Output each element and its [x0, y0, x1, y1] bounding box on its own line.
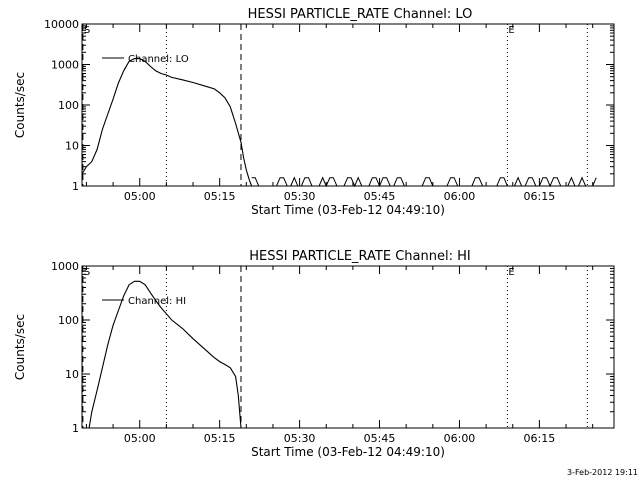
y-tick-label: 100 — [58, 314, 79, 327]
series-line — [81, 58, 253, 187]
series-line — [88, 280, 242, 429]
y-tick-label: 10 — [65, 368, 79, 381]
y-tick-label: 1000 — [51, 59, 79, 72]
x-tick-label: 06:15 — [524, 432, 556, 445]
time-marker-label: E — [508, 267, 514, 278]
y-tick-label: 10 — [65, 140, 79, 153]
x-axis-label: Start Time (03-Feb-12 04:49:10) — [251, 445, 445, 459]
x-axis-label: Start Time (03-Feb-12 04:49:10) — [251, 203, 445, 217]
x-tick-label: 05:00 — [124, 432, 156, 445]
y-tick-label: 10000 — [44, 18, 79, 31]
x-tick-label: 05:15 — [204, 432, 236, 445]
y-tick-label: 1 — [72, 180, 79, 193]
chart-panel-hi: HESSI PARTICLE_RATE Channel: HI S E 1 10 100 1… — [13, 249, 615, 459]
x-tick-label: 05:15 — [204, 190, 236, 203]
time-marker-label: S — [84, 25, 90, 36]
y-tick-label: 1000 — [51, 260, 79, 273]
x-tick-label: 05:30 — [284, 190, 316, 203]
series-noise-line — [251, 176, 597, 188]
plot-frame — [81, 265, 615, 429]
x-tick-label: 05:30 — [284, 432, 316, 445]
time-marker-label: E — [508, 25, 514, 36]
time-marker-label: S — [84, 267, 90, 278]
footer-timestamp: 3-Feb-2012 19:11 — [567, 468, 638, 477]
y-axis-label: Counts/sec — [13, 72, 27, 138]
y-axis-label: Counts/sec — [13, 314, 27, 380]
legend-label: Channel: LO — [128, 54, 189, 65]
x-tick-label: 05:00 — [124, 190, 156, 203]
y-tick-label: 100 — [58, 99, 79, 112]
chart-panel-lo: HESSI PARTICLE_RATE Channel: LO S E 1 10 100 1… — [13, 7, 615, 217]
x-tick-label: 05:45 — [364, 190, 396, 203]
chart-title: HESSI PARTICLE_RATE Channel: LO — [248, 7, 473, 22]
x-tick-label: 06:15 — [524, 190, 556, 203]
x-tick-label: 06:00 — [444, 190, 476, 203]
y-tick-label: 1 — [72, 422, 79, 435]
plot-frame — [81, 23, 615, 187]
legend-label: Channel: HI — [128, 296, 186, 307]
chart-title: HESSI PARTICLE_RATE Channel: HI — [249, 249, 470, 264]
x-tick-label: 06:00 — [444, 432, 476, 445]
x-tick-label: 05:45 — [364, 432, 396, 445]
